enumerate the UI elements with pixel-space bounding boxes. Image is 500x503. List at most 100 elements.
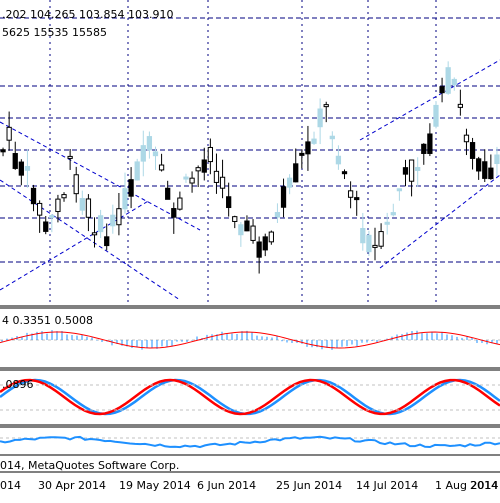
candle-body bbox=[6, 126, 12, 141]
candle-body bbox=[360, 227, 366, 244]
candle-body bbox=[262, 236, 268, 251]
candle-body bbox=[280, 186, 287, 208]
date-label-5: 14 Jul 2014 bbox=[356, 479, 419, 492]
copyright-text: 014, MetaQuotes Software Corp. bbox=[0, 459, 180, 472]
candle-body bbox=[128, 179, 134, 197]
candle-body bbox=[488, 167, 494, 180]
osc1-signal-line bbox=[0, 331, 500, 349]
candle-body bbox=[305, 141, 311, 155]
candle-body bbox=[219, 176, 226, 189]
candle-body bbox=[384, 221, 390, 225]
candle-body bbox=[451, 78, 457, 86]
candle-body bbox=[116, 208, 122, 226]
channel-line bbox=[0, 199, 151, 291]
candle-body bbox=[445, 67, 451, 94]
candle-body bbox=[43, 221, 49, 232]
candle-body bbox=[347, 190, 354, 198]
candle-body bbox=[396, 188, 403, 192]
candle-body bbox=[354, 197, 360, 201]
candle-body bbox=[238, 224, 244, 236]
ohlc-readout: .202 104.265 103.854 103.910 bbox=[2, 8, 174, 21]
candle-body bbox=[37, 202, 43, 216]
candle-body bbox=[158, 164, 165, 171]
candle-body bbox=[67, 155, 73, 159]
date-label-7: 2014 bbox=[470, 479, 498, 492]
candle-body bbox=[421, 143, 427, 154]
channel-line bbox=[0, 179, 181, 301]
candle-body bbox=[122, 188, 128, 210]
candle-body bbox=[177, 197, 183, 210]
candle-body bbox=[390, 212, 396, 216]
channel-line bbox=[359, 59, 500, 141]
date-label-0: 014 bbox=[0, 479, 21, 492]
candle-body bbox=[274, 212, 281, 218]
volume-readout: 5625 15535 15585 bbox=[2, 26, 107, 39]
candle-body bbox=[317, 108, 323, 128]
candle-body bbox=[165, 187, 171, 200]
candle-body bbox=[335, 155, 342, 165]
channel-line bbox=[379, 174, 500, 269]
oscillator1-label: 4 0.3351 0.5008 bbox=[2, 314, 93, 327]
candle-body bbox=[104, 236, 110, 247]
osc3-line bbox=[0, 435, 500, 449]
candle-body bbox=[195, 167, 201, 172]
candle-body bbox=[323, 104, 329, 108]
channel-line bbox=[0, 121, 201, 231]
osc2-signal-line bbox=[0, 378, 500, 416]
candle-body bbox=[408, 159, 415, 182]
candle-body bbox=[244, 220, 250, 232]
candle-body bbox=[299, 152, 305, 156]
candle-body bbox=[49, 215, 55, 219]
osc2-main-line bbox=[0, 378, 500, 416]
candle-body bbox=[110, 214, 116, 227]
candle-body bbox=[250, 225, 256, 241]
candle-body bbox=[79, 198, 85, 211]
date-label-3: 6 Jun 2014 bbox=[197, 479, 257, 492]
candle-body bbox=[482, 161, 488, 179]
candle-body bbox=[55, 198, 61, 213]
oscillator2-label: .0896 bbox=[2, 378, 34, 391]
candle-body bbox=[439, 86, 445, 94]
candle-body bbox=[341, 171, 348, 175]
candle-body bbox=[171, 208, 177, 218]
candle-body bbox=[12, 153, 18, 169]
candle-body bbox=[134, 161, 140, 181]
candle-body bbox=[189, 177, 195, 184]
candle-body bbox=[287, 177, 293, 188]
candle-body bbox=[329, 135, 335, 140]
date-label-6: 1 Aug 2014 bbox=[435, 479, 499, 492]
candle-body bbox=[207, 146, 213, 163]
candle-body bbox=[402, 167, 409, 175]
candle-body bbox=[469, 142, 476, 159]
candle-body bbox=[378, 231, 384, 247]
candle-body bbox=[85, 198, 92, 218]
date-label-1: 30 Apr 2014 bbox=[38, 479, 107, 492]
candle-body bbox=[146, 136, 153, 151]
candle-body bbox=[213, 170, 220, 183]
candle-body bbox=[140, 145, 146, 162]
candle-body bbox=[494, 154, 500, 165]
candle-body bbox=[293, 163, 299, 183]
candle-body bbox=[311, 138, 317, 144]
candle-body bbox=[415, 167, 421, 171]
candle-body bbox=[476, 158, 482, 172]
candle-body bbox=[433, 104, 439, 127]
candle-body bbox=[61, 194, 67, 199]
date-label-4: 25 Jun 2014 bbox=[276, 479, 343, 492]
candle-body bbox=[366, 234, 372, 253]
candle-body bbox=[201, 159, 207, 173]
candle-body bbox=[152, 151, 159, 157]
date-label-2: 19 May 2014 bbox=[119, 479, 191, 492]
candle-body bbox=[268, 231, 274, 243]
candle-body bbox=[97, 215, 104, 233]
candle-body bbox=[226, 196, 232, 209]
candle-body bbox=[463, 134, 470, 143]
candle-body bbox=[232, 216, 238, 222]
candle-body bbox=[73, 174, 79, 195]
candle-body bbox=[24, 166, 31, 171]
candle-body bbox=[256, 241, 262, 258]
candle-body bbox=[427, 133, 433, 154]
candle-body bbox=[91, 232, 98, 236]
